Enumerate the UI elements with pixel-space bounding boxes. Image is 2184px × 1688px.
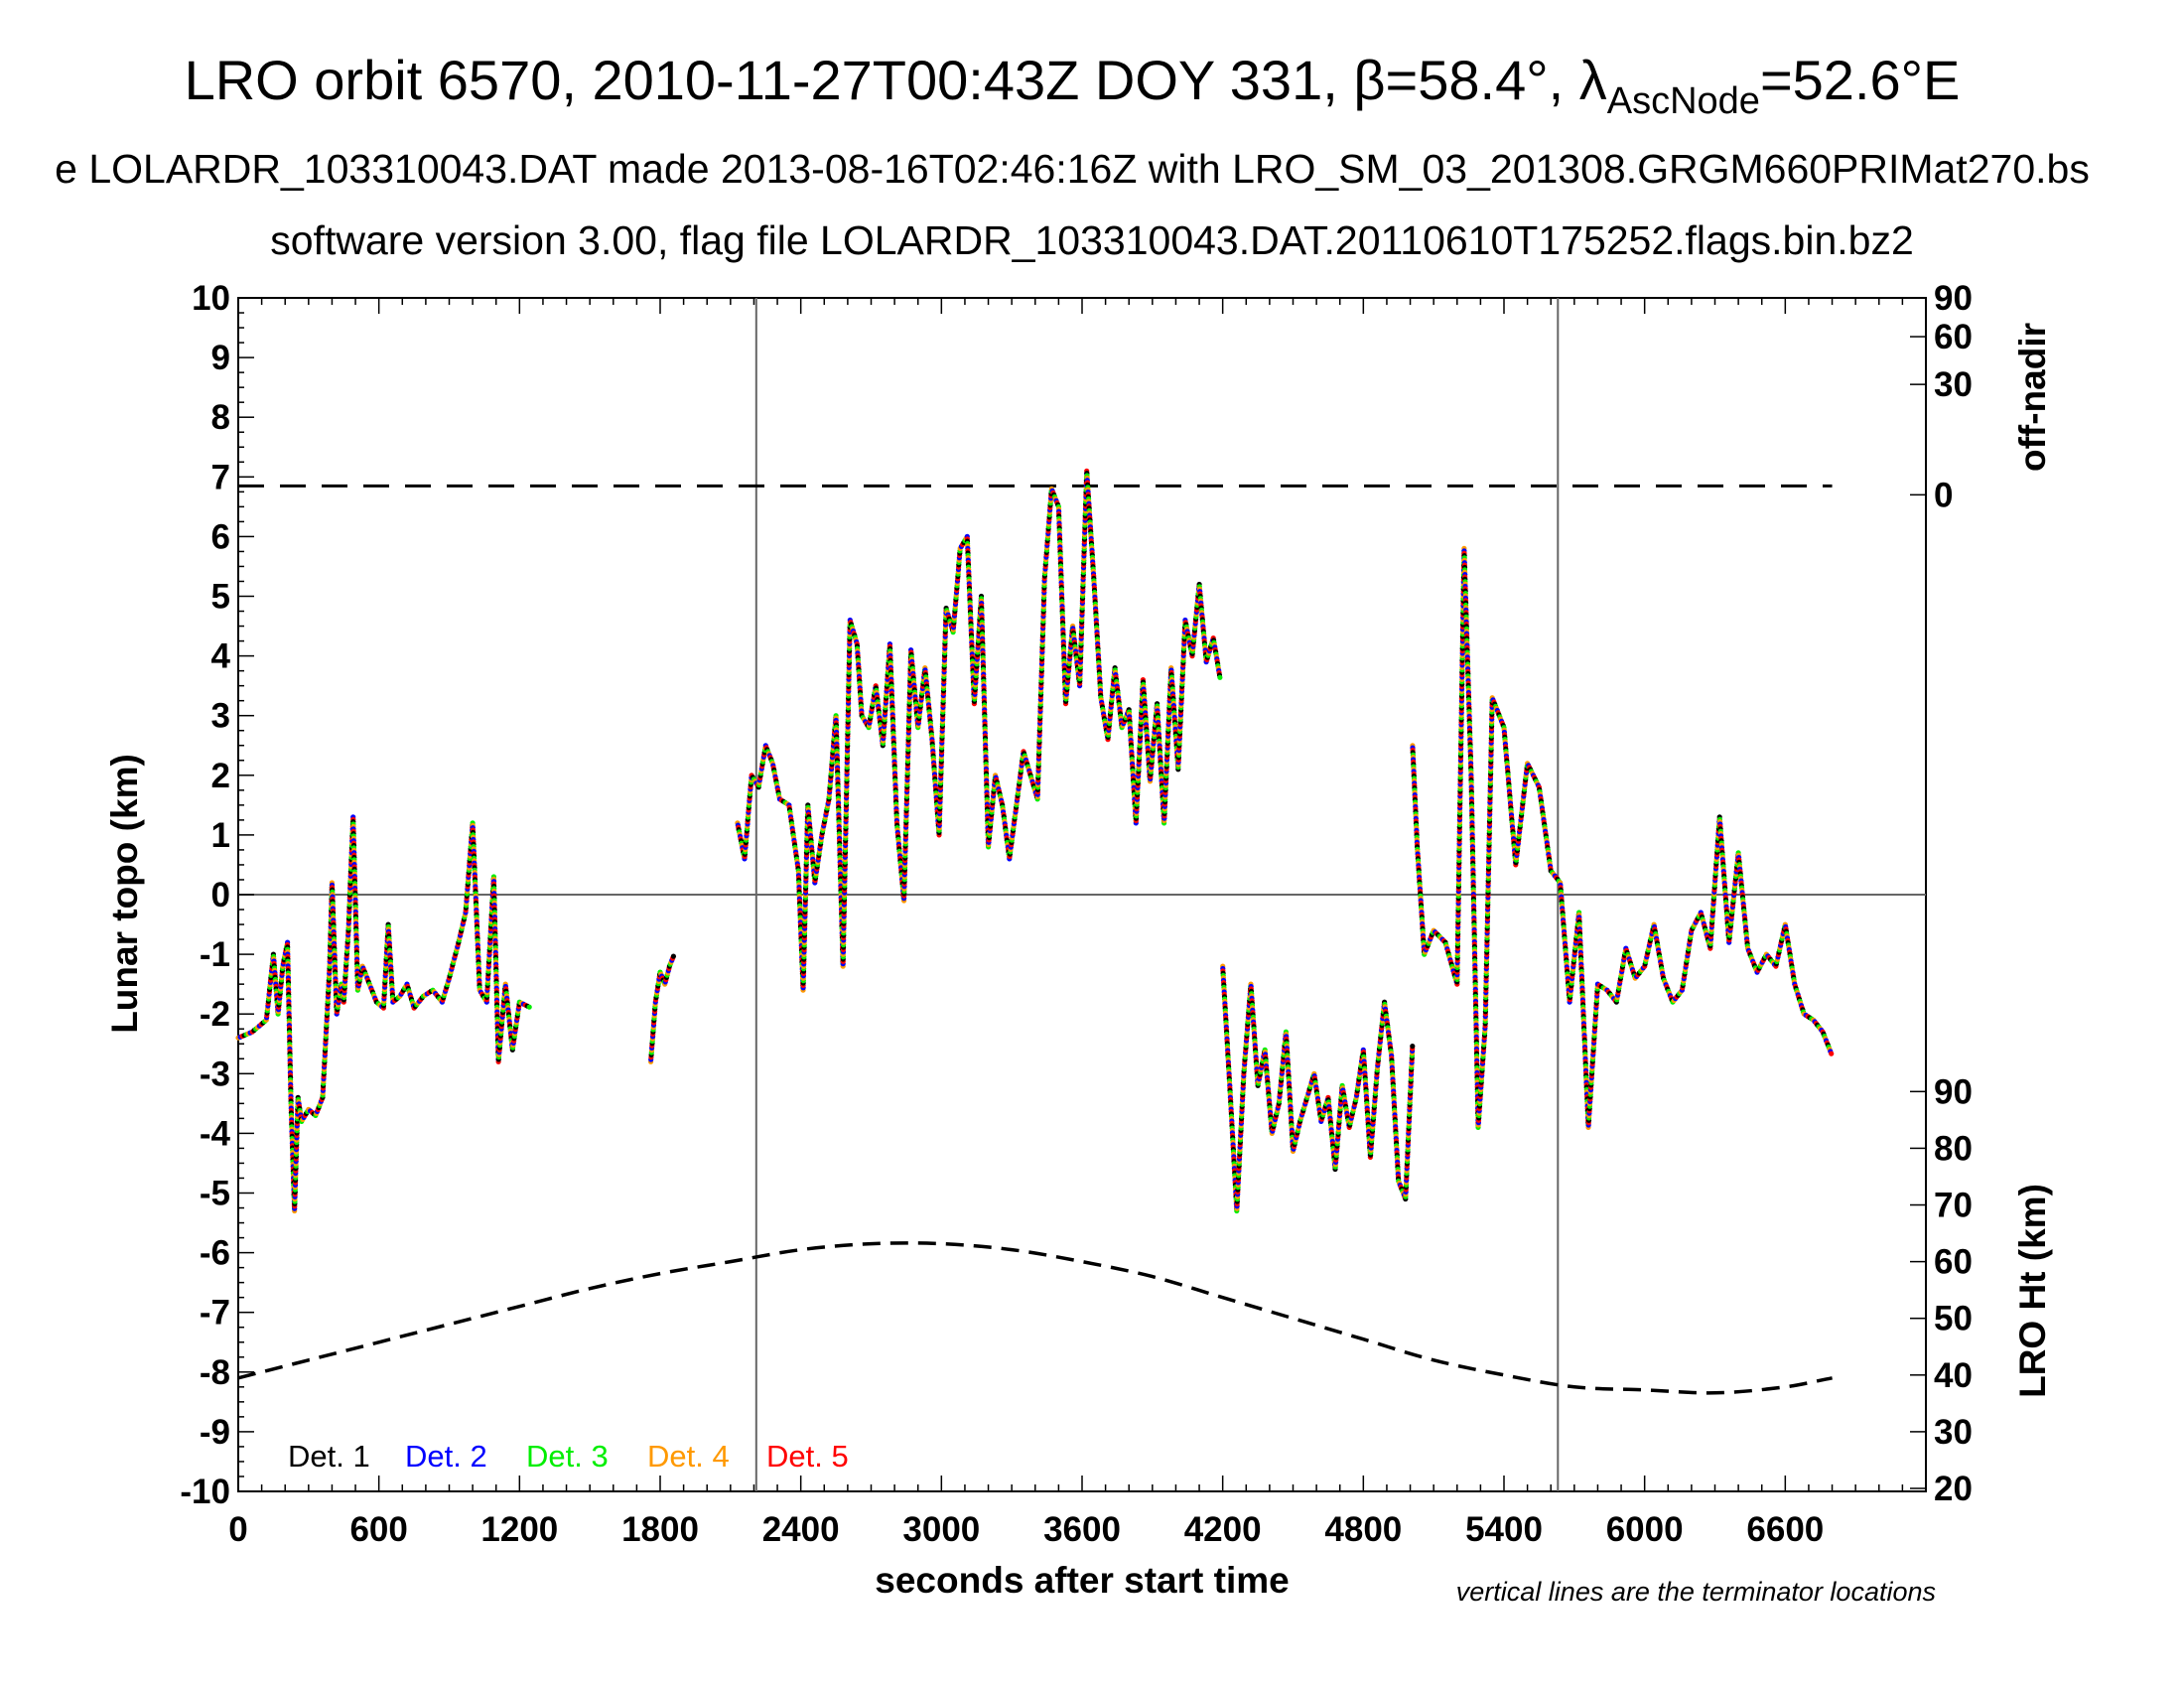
topo-point bbox=[670, 953, 677, 959]
chart-title-subscript: AscNode bbox=[1607, 80, 1760, 122]
topo-segment-5 bbox=[1410, 545, 1835, 1130]
topo-segment-3 bbox=[735, 468, 1223, 993]
topo-point bbox=[1217, 674, 1223, 680]
topo-segment-1 bbox=[235, 814, 532, 1214]
topo-segment-4 bbox=[1220, 963, 1416, 1214]
topo-point bbox=[526, 1004, 532, 1010]
chart-title: LRO orbit 6570, 2010-11-27T00:43Z DOY 33… bbox=[185, 49, 1961, 122]
frame-ticks bbox=[237, 297, 1927, 1492]
reference-lines bbox=[238, 298, 1926, 1491]
chart-subtitle-2: software version 3.00, flag file LOLARDR… bbox=[270, 217, 1914, 263]
topo-points bbox=[235, 468, 1835, 1214]
chart-subtitle-1: e LOLARDR_103310043.DAT made 2013-08-16T… bbox=[55, 146, 2090, 192]
topo-segment-2 bbox=[648, 953, 677, 1064]
chart-title-suffix: =52.6°E bbox=[1760, 49, 1960, 111]
topo-point bbox=[1410, 1044, 1416, 1050]
